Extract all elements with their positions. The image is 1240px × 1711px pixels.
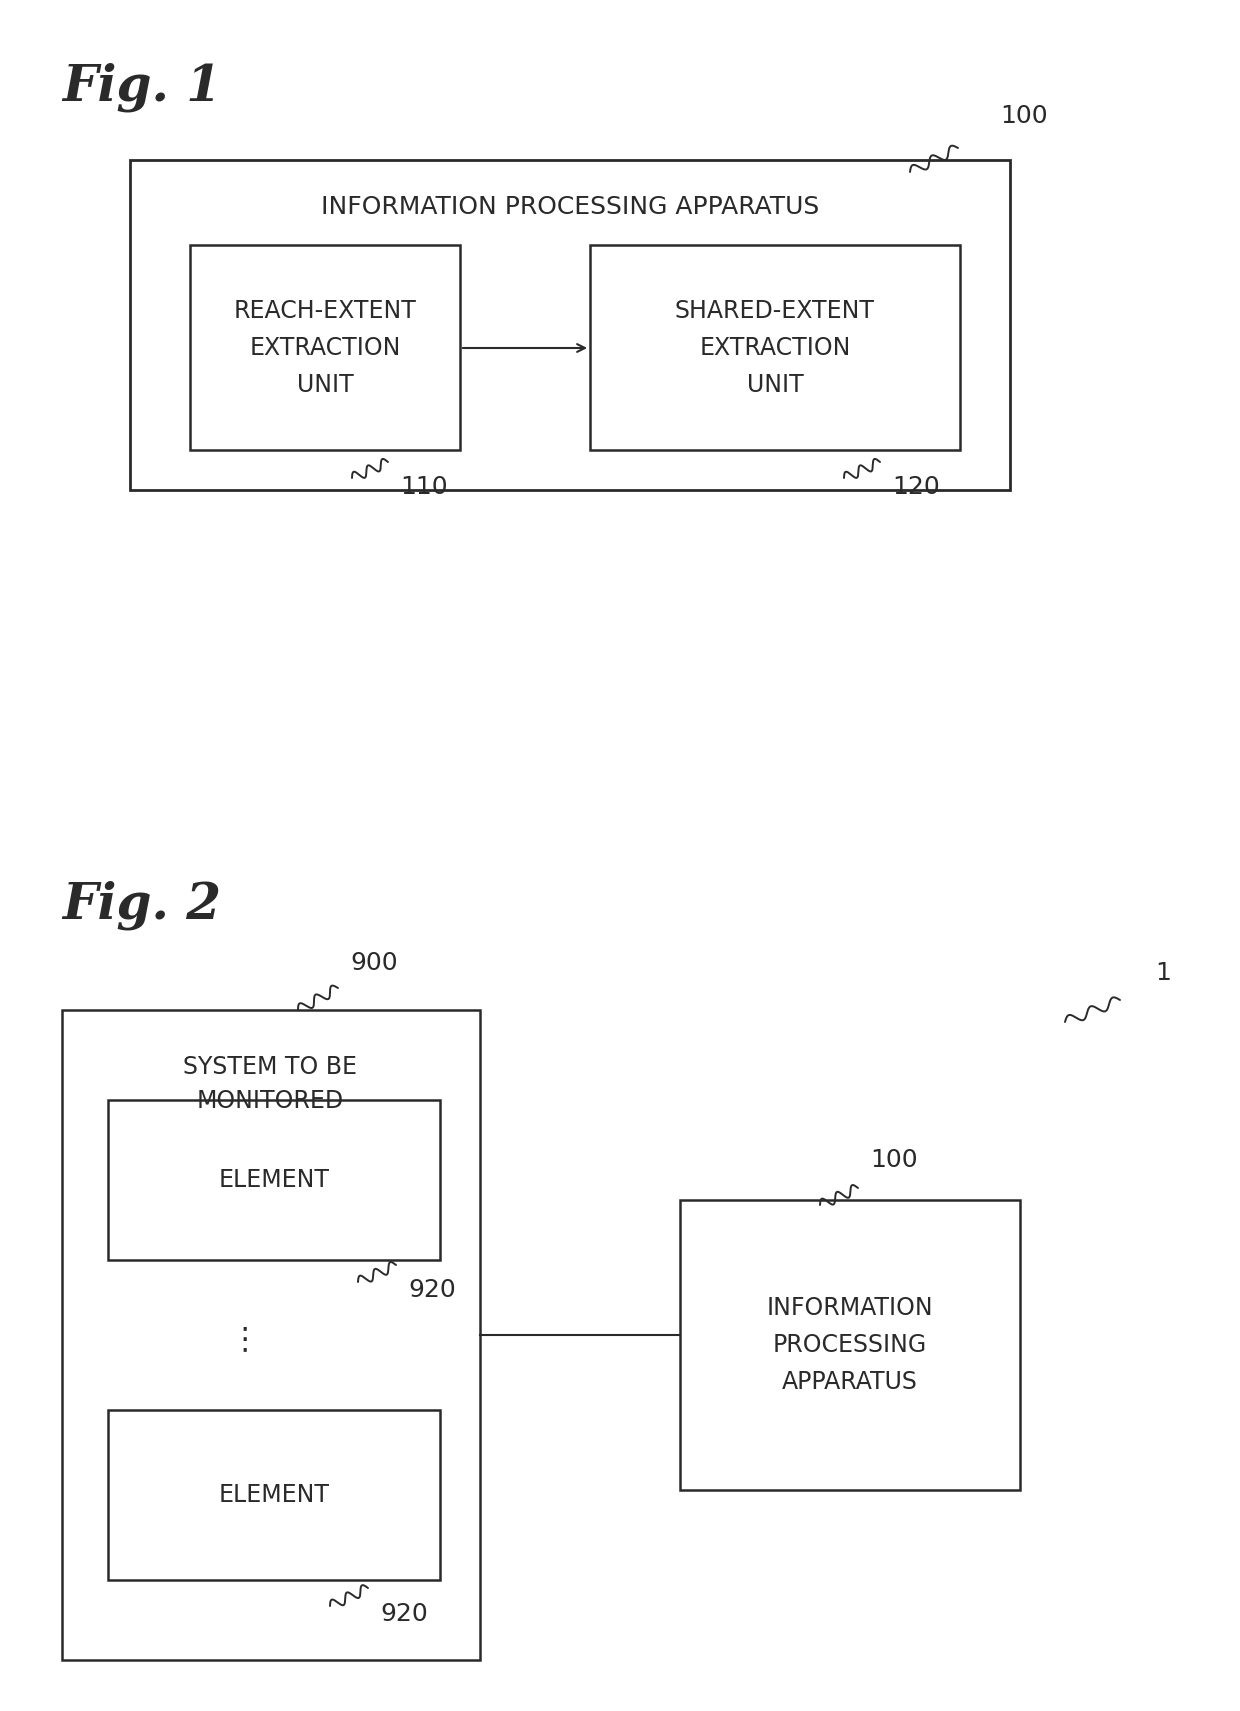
- Bar: [108, 1100, 440, 1259]
- Text: 920: 920: [408, 1278, 456, 1302]
- Text: 900: 900: [350, 951, 398, 975]
- Text: Fig. 2: Fig. 2: [62, 879, 221, 929]
- Text: ⋮: ⋮: [229, 1326, 260, 1355]
- Text: INFORMATION PROCESSING APPARATUS: INFORMATION PROCESSING APPARATUS: [321, 195, 820, 219]
- Bar: [590, 245, 960, 450]
- Text: INFORMATION
PROCESSING
APPARATUS: INFORMATION PROCESSING APPARATUS: [766, 1295, 934, 1394]
- Bar: [190, 245, 460, 450]
- Text: 1: 1: [1154, 962, 1171, 986]
- Text: 100: 100: [999, 104, 1048, 128]
- Text: ELEMENT: ELEMENT: [218, 1169, 330, 1193]
- Text: Fig. 1: Fig. 1: [62, 62, 221, 111]
- Bar: [108, 1410, 440, 1579]
- Text: ELEMENT: ELEMENT: [218, 1483, 330, 1507]
- Text: 100: 100: [870, 1148, 918, 1172]
- Bar: [680, 1199, 1021, 1490]
- Bar: [130, 161, 1011, 489]
- Text: 920: 920: [379, 1601, 428, 1625]
- Text: 120: 120: [892, 476, 940, 500]
- Text: 110: 110: [401, 476, 448, 500]
- Text: REACH-EXTENT
EXTRACTION
UNIT: REACH-EXTENT EXTRACTION UNIT: [233, 299, 417, 397]
- Text: SYSTEM TO BE
MONITORED: SYSTEM TO BE MONITORED: [184, 1056, 357, 1112]
- Bar: [62, 1009, 480, 1660]
- Text: SHARED-EXTENT
EXTRACTION
UNIT: SHARED-EXTENT EXTRACTION UNIT: [675, 299, 875, 397]
